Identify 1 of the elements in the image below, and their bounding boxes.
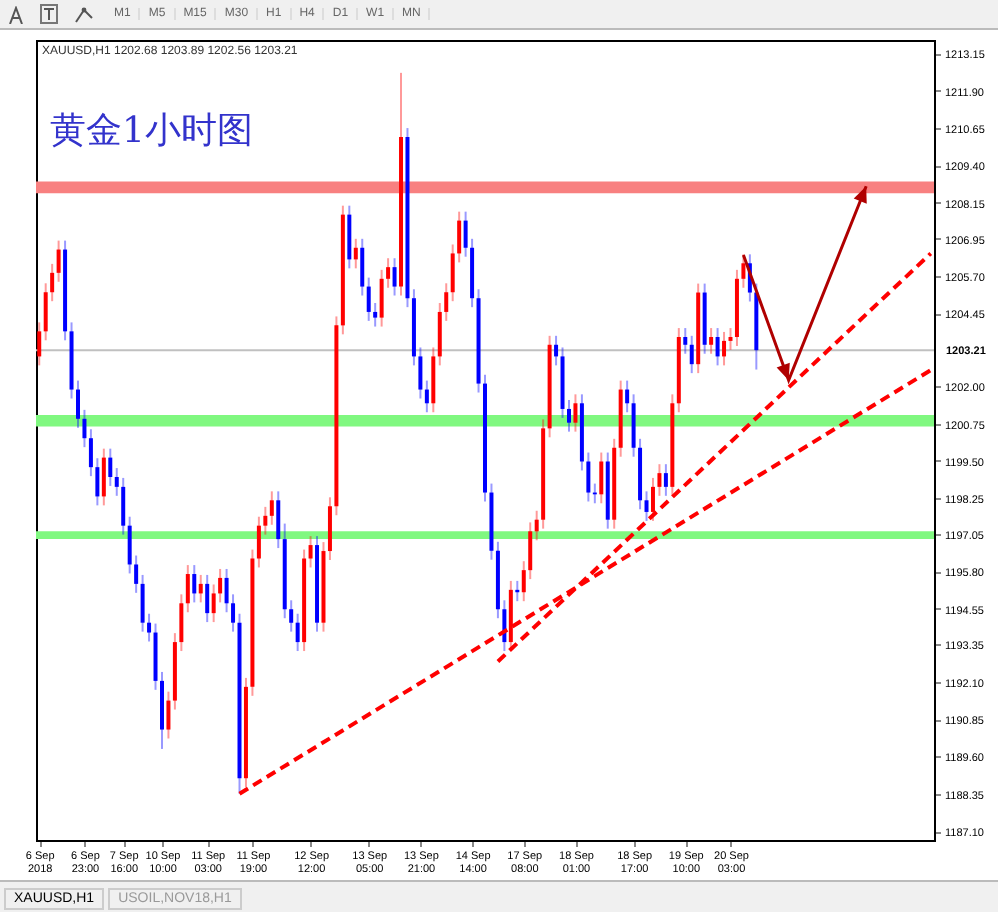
text: 黄金1小时图 (50, 108, 253, 154)
